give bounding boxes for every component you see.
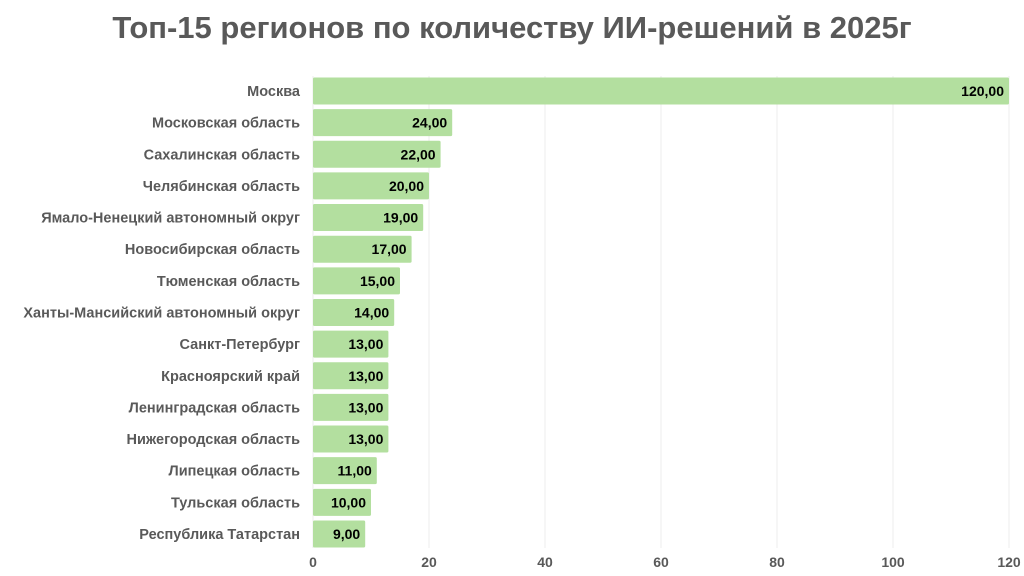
data-label: 120,00: [961, 83, 1004, 99]
data-label: 17,00: [372, 241, 407, 257]
bar: [313, 140, 441, 168]
bar: [313, 520, 366, 548]
data-label: 14,00: [354, 304, 389, 320]
category-label: Тульская область: [171, 495, 300, 511]
bar: [313, 77, 1009, 105]
bar: [313, 425, 389, 453]
chart-title: Топ-15 регионов по количеству ИИ-решений…: [112, 10, 912, 45]
bar-layer: [313, 77, 1009, 548]
x-tick-label: 100: [881, 554, 905, 570]
data-label: 15,00: [360, 273, 395, 289]
data-label: 22,00: [401, 146, 436, 162]
bar: [313, 393, 389, 421]
x-axis-tick-layer: 0 20 40 60 80 100 120: [309, 554, 1021, 570]
bar: [313, 457, 377, 485]
x-tick-label: 0: [309, 554, 317, 570]
category-label: Челябинская область: [143, 179, 300, 195]
category-label: Ханты-Мансийский автономный округ: [23, 305, 300, 321]
category-label: Красноярский край: [161, 369, 300, 385]
x-tick-label: 60: [653, 554, 669, 570]
data-label: 19,00: [383, 210, 418, 226]
category-label: Сахалинская область: [144, 147, 300, 163]
category-label: Тюменская область: [157, 274, 300, 290]
bar: [313, 488, 371, 516]
data-label: 9,00: [333, 526, 360, 542]
data-label: 11,00: [338, 463, 372, 479]
data-label: 13,00: [348, 368, 383, 384]
data-label: 13,00: [348, 399, 383, 415]
bar: [313, 204, 424, 232]
data-label: 20,00: [389, 178, 424, 194]
category-label: Республика Татарстан: [139, 527, 300, 543]
category-label: Липецкая область: [169, 464, 301, 480]
x-tick-label: 80: [769, 554, 785, 570]
category-label: Нижегородская область: [127, 432, 301, 448]
category-label: Москва: [247, 84, 301, 100]
data-label: 13,00: [348, 336, 383, 352]
bar: [313, 172, 429, 200]
bar: [313, 362, 389, 390]
bar: [313, 235, 412, 263]
data-label: 24,00: [412, 115, 447, 131]
category-label: Ленинградская область: [129, 400, 300, 416]
category-label-layer: Москва Московская область Сахалинская обла…: [23, 84, 301, 543]
category-label: Ямало-Ненецкий автономный округ: [41, 211, 300, 227]
category-label: Новосибирская область: [125, 242, 300, 258]
data-label-layer: 120,00 24,00 22,00 20,00 19,00 17,00 15,00 14,0…: [331, 83, 1004, 542]
category-label: Московская область: [152, 116, 300, 132]
bar: [313, 298, 395, 326]
bar: [313, 109, 453, 137]
bar: [313, 330, 389, 358]
data-label: 13,00: [348, 431, 383, 447]
data-label: 10,00: [331, 494, 366, 510]
x-tick-label: 20: [421, 554, 437, 570]
x-tick-label: 40: [537, 554, 553, 570]
x-tick-label: 120: [997, 554, 1021, 570]
bar: [313, 267, 400, 295]
category-label: Санкт-Петербург: [179, 337, 300, 353]
